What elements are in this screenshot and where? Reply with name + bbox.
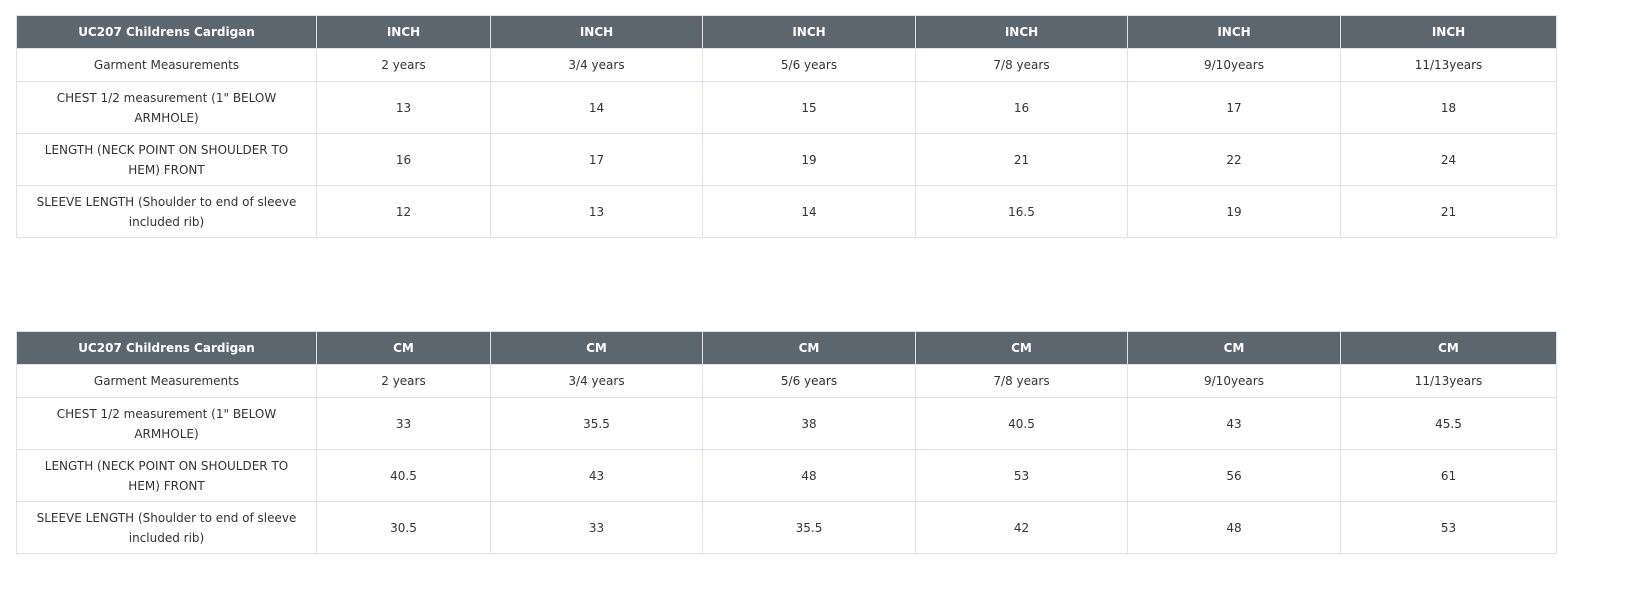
measurement-value: 48 [1127, 501, 1341, 554]
size-header: 2 years [316, 48, 491, 82]
unit-header: CM [915, 331, 1128, 365]
measurement-value: 40.5 [915, 397, 1128, 450]
measurement-value: 13 [316, 81, 491, 134]
measurement-value: 21 [915, 133, 1128, 186]
measurement-value: 19 [702, 133, 916, 186]
measurement-value: 21 [1340, 185, 1557, 238]
measurement-value: 43 [490, 449, 703, 502]
measurement-label: LENGTH (NECK POINT ON SHOULDER TO HEM) F… [16, 133, 317, 186]
sizes-row: Garment Measurements 2 years 3/4 years 5/6 … [16, 48, 1557, 82]
measurement-label: CHEST 1/2 measurement (1" BELOW ARMHOLE) [16, 81, 317, 134]
measurement-label: LENGTH (NECK POINT ON SHOULDER TO HEM) F… [16, 449, 317, 502]
measurement-value: 22 [1127, 133, 1341, 186]
size-header: 7/8 years [915, 364, 1128, 398]
measurement-value: 30.5 [316, 501, 491, 554]
unit-header: CM [1127, 331, 1341, 365]
measurement-value: 16 [915, 81, 1128, 134]
measurement-value: 35.5 [490, 397, 703, 450]
measurement-label: SLEEVE LENGTH (Shoulder to end of sleeve… [16, 185, 317, 238]
table-row: SLEEVE LENGTH (Shoulder to end of sleeve… [16, 185, 1557, 238]
table-row: LENGTH (NECK POINT ON SHOULDER TO HEM) F… [16, 449, 1557, 502]
measurement-value: 61 [1340, 449, 1557, 502]
measurement-value: 48 [702, 449, 916, 502]
measurement-value: 43 [1127, 397, 1341, 450]
measurement-value: 53 [915, 449, 1128, 502]
unit-header: INCH [915, 15, 1128, 49]
measurement-value: 53 [1340, 501, 1557, 554]
measurement-value: 15 [702, 81, 916, 134]
size-chart-inch-table: UC207 Childrens Cardigan INCH INCH INCH INCH… [16, 15, 1557, 238]
measurement-value: 13 [490, 185, 703, 238]
measurement-value: 14 [702, 185, 916, 238]
measurement-value: 24 [1340, 133, 1557, 186]
unit-header: INCH [1340, 15, 1557, 49]
size-header: 3/4 years [490, 48, 703, 82]
size-header: 7/8 years [915, 48, 1128, 82]
measurement-value: 17 [1127, 81, 1341, 134]
table-title: UC207 Childrens Cardigan [16, 331, 317, 365]
size-header: 9/10years [1127, 364, 1341, 398]
size-header: 11/13years [1340, 48, 1557, 82]
measurement-value: 12 [316, 185, 491, 238]
measurement-value: 38 [702, 397, 916, 450]
size-header: 9/10years [1127, 48, 1341, 82]
measurement-value: 42 [915, 501, 1128, 554]
size-header: 3/4 years [490, 364, 703, 398]
unit-header: INCH [490, 15, 703, 49]
header-row: UC207 Childrens Cardigan INCH INCH INCH INCH… [16, 15, 1557, 49]
size-header: 11/13years [1340, 364, 1557, 398]
measurement-value: 33 [316, 397, 491, 450]
size-header: 2 years [316, 364, 491, 398]
unit-header: INCH [702, 15, 916, 49]
size-chart-cm-table: UC207 Childrens Cardigan CM CM CM CM CM CM Garm… [16, 331, 1557, 554]
unit-header: CM [490, 331, 703, 365]
size-header: 5/6 years [702, 364, 916, 398]
measurement-value: 19 [1127, 185, 1341, 238]
unit-header: INCH [316, 15, 491, 49]
measurement-value: 16.5 [915, 185, 1128, 238]
sizes-label: Garment Measurements [16, 48, 317, 82]
measurement-value: 17 [490, 133, 703, 186]
table-row: CHEST 1/2 measurement (1" BELOW ARMHOLE)… [16, 397, 1557, 450]
table-row: SLEEVE LENGTH (Shoulder to end of sleeve… [16, 501, 1557, 554]
measurement-label: SLEEVE LENGTH (Shoulder to end of sleeve… [16, 501, 317, 554]
header-row: UC207 Childrens Cardigan CM CM CM CM CM CM [16, 331, 1557, 365]
unit-header: CM [316, 331, 491, 365]
unit-header: INCH [1127, 15, 1341, 49]
unit-header: CM [1340, 331, 1557, 365]
table-title: UC207 Childrens Cardigan [16, 15, 317, 49]
measurement-value: 18 [1340, 81, 1557, 134]
measurement-value: 16 [316, 133, 491, 186]
table-row: LENGTH (NECK POINT ON SHOULDER TO HEM) F… [16, 133, 1557, 186]
measurement-value: 40.5 [316, 449, 491, 502]
measurement-value: 56 [1127, 449, 1341, 502]
size-header: 5/6 years [702, 48, 916, 82]
measurement-value: 14 [490, 81, 703, 134]
measurement-label: CHEST 1/2 measurement (1" BELOW ARMHOLE) [16, 397, 317, 450]
table-row: CHEST 1/2 measurement (1" BELOW ARMHOLE)… [16, 81, 1557, 134]
unit-header: CM [702, 331, 916, 365]
sizes-label: Garment Measurements [16, 364, 317, 398]
measurement-value: 35.5 [702, 501, 916, 554]
measurement-value: 33 [490, 501, 703, 554]
measurement-value: 45.5 [1340, 397, 1557, 450]
sizes-row: Garment Measurements 2 years 3/4 years 5/6 … [16, 364, 1557, 398]
